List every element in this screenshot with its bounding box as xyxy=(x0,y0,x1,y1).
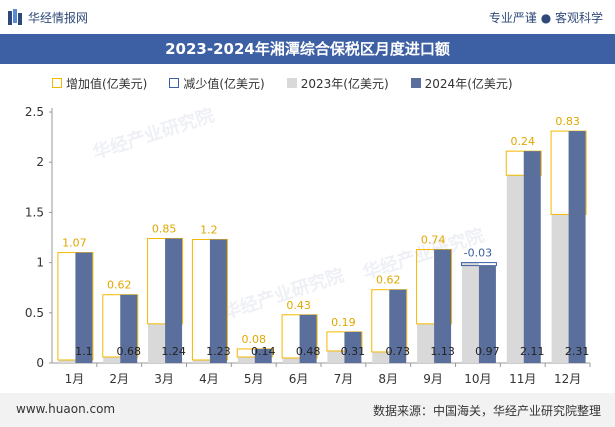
bar-2024-value-label: 0.68 xyxy=(117,345,142,358)
bar-2023 xyxy=(58,359,76,363)
bar-2023 xyxy=(417,323,435,363)
footer-source: 数据来源：中国海关，华经产业研究院整理 xyxy=(372,404,601,418)
y-tick-label: 0 xyxy=(36,356,44,370)
x-tick-label: 12月 xyxy=(554,372,581,386)
change-value-label: 0.62 xyxy=(376,274,401,287)
top-header: 华经情报网 专业严谨 ● 客观科学 xyxy=(0,0,615,34)
bar-2024-value-label: 2.11 xyxy=(520,345,545,358)
bar-2024-value-label: 0.48 xyxy=(296,345,321,358)
bar-2023 xyxy=(192,359,210,363)
change-value-label: -0.03 xyxy=(464,247,492,260)
bar-2024 xyxy=(299,314,317,363)
bar-2023 xyxy=(282,357,300,363)
x-tick-label: 6月 xyxy=(289,372,309,386)
footer-website: www.huaon.com xyxy=(16,402,116,416)
bar-2023 xyxy=(461,262,479,363)
x-tick-label: 2月 xyxy=(109,372,129,386)
bar-2024 xyxy=(389,289,407,363)
legend-label-2023: 2023年(亿美元) xyxy=(300,76,389,91)
legend-swatch-decrease xyxy=(169,78,180,88)
bar-2024 xyxy=(523,151,541,363)
change-value-label: 1.2 xyxy=(200,224,218,237)
title-bar: 2023-2024年湘潭综合保税区月度进口额 xyxy=(0,34,615,64)
legend-swatch-2023 xyxy=(286,78,297,88)
bar-2024-value-label: 0.14 xyxy=(251,345,276,358)
legend-swatch-increase xyxy=(52,78,62,88)
legend-label-decrease: 减少值(亿美元) xyxy=(183,76,265,91)
bar-2023 xyxy=(237,356,255,363)
bar-2024-value-label: 1.13 xyxy=(430,345,455,358)
bar-2024 xyxy=(568,131,586,363)
x-tick-label: 5月 xyxy=(244,372,264,386)
tagline: 专业严谨 ● 客观科学 xyxy=(488,11,603,25)
bar-2024 xyxy=(344,331,362,363)
legend-item-increase: 增加值(亿美元) xyxy=(52,75,147,92)
change-value-label: 0.08 xyxy=(242,333,267,346)
bar-2023 xyxy=(327,350,345,363)
legend-label-2024: 2024年(亿美元) xyxy=(424,76,513,91)
bar-2024-value-label: 1.1 xyxy=(75,345,93,358)
bar-2023 xyxy=(103,356,121,363)
bar-2024 xyxy=(75,252,93,363)
bar-2024 xyxy=(209,239,227,363)
y-tick-label: 1 xyxy=(36,256,44,270)
x-tick-label: 1月 xyxy=(65,372,85,386)
legend-label-increase: 增加值(亿美元) xyxy=(66,76,148,91)
change-value-label: 0.43 xyxy=(286,299,311,312)
legend-item-2024: 2024年(亿美元) xyxy=(410,75,513,92)
bar-2024 xyxy=(434,249,452,363)
bar-2024-value-label: 0.73 xyxy=(386,345,411,358)
bar-2024-value-label: 2.31 xyxy=(565,345,590,358)
bar-2023 xyxy=(551,214,569,363)
legend-item-2023: 2023年(亿美元) xyxy=(286,75,389,92)
change-value-label: 0.62 xyxy=(107,279,132,292)
legend-item-decrease: 减少值(亿美元) xyxy=(169,75,265,92)
logo-icon xyxy=(8,9,22,25)
change-value-label: 1.07 xyxy=(62,237,87,250)
legend-swatch-2024 xyxy=(410,78,421,88)
change-value-label: 0.83 xyxy=(555,115,580,128)
footer: www.huaon.com 数据来源：中国海关，华经产业研究院整理 xyxy=(0,393,615,427)
y-tick-label: 0.5 xyxy=(25,306,44,320)
bar-2024-value-label: 1.23 xyxy=(206,345,231,358)
bar-2024-value-label: 0.31 xyxy=(341,345,366,358)
change-value-label: 0.85 xyxy=(152,223,177,236)
bar-2024 xyxy=(254,348,272,363)
y-tick-label: 1.5 xyxy=(25,205,44,219)
brand-name: 华经情报网 xyxy=(28,11,89,25)
bar-2024 xyxy=(478,265,496,363)
x-tick-label: 8月 xyxy=(378,372,398,386)
y-tick-label: 2 xyxy=(36,155,44,169)
bar-2023 xyxy=(148,323,166,363)
x-tick-label: 3月 xyxy=(154,372,174,386)
x-tick-label: 10月 xyxy=(464,372,491,386)
bar-2024-value-label: 0.97 xyxy=(475,345,500,358)
x-tick-label: 4月 xyxy=(199,372,219,386)
chart-title: 2023-2024年湘潭综合保税区月度进口额 xyxy=(165,40,450,58)
chart-legend: 增加值(亿美元) 减少值(亿美元) 2023年(亿美元) 2024年(亿美元) xyxy=(52,72,535,94)
bar-2024 xyxy=(165,238,183,363)
x-tick-label: 9月 xyxy=(423,372,443,386)
x-tick-label: 11月 xyxy=(509,372,536,386)
change-value-label: 0.24 xyxy=(511,135,536,148)
change-value-label: 0.19 xyxy=(331,316,356,329)
bar-2024-value-label: 1.24 xyxy=(161,345,186,358)
change-value-label: 0.74 xyxy=(421,234,446,247)
bar-2023 xyxy=(372,351,390,363)
bar-2024 xyxy=(120,294,138,363)
bar-2023 xyxy=(506,175,524,363)
y-tick-label: 2.5 xyxy=(25,105,44,119)
x-tick-label: 7月 xyxy=(334,372,354,386)
